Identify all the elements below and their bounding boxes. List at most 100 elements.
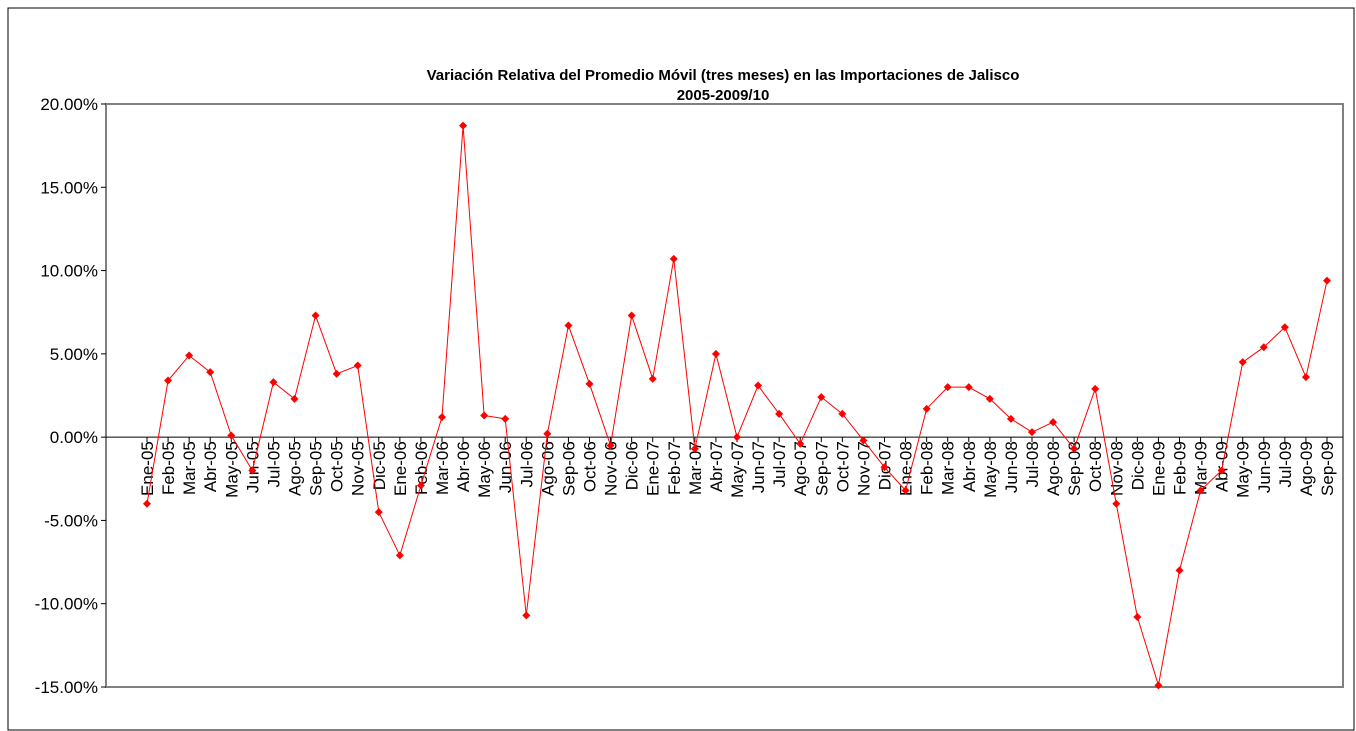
point-marker (985, 394, 994, 403)
x-tick-label: Feb-07 (665, 441, 684, 495)
point-marker (1028, 428, 1036, 437)
x-tick-label: Ago-07 (791, 441, 810, 496)
x-tick-label: Dic-05 (370, 441, 389, 490)
x-tick-label: May-08 (981, 441, 1000, 498)
x-tick-label: Jul-07 (770, 441, 789, 487)
x-tick-label: Nov-05 (349, 441, 368, 496)
x-tick-label: Sep-05 (307, 441, 326, 496)
point-marker (438, 413, 446, 422)
point-marker (353, 361, 362, 370)
point-marker (1323, 276, 1331, 285)
point-marker (416, 481, 425, 490)
x-tick-label: Feb-09 (1171, 441, 1190, 495)
x-tick-label: May-07 (728, 441, 747, 498)
point-marker (1154, 681, 1163, 690)
point-marker (1091, 384, 1100, 393)
x-tick-label: Ene-09 (1149, 441, 1168, 496)
point-marker (480, 411, 489, 420)
x-tick-label: Sep-09 (1318, 441, 1337, 496)
x-tick-label: Abr-08 (960, 441, 979, 492)
point-marker (627, 311, 636, 320)
x-tick-label: Mar-07 (686, 441, 705, 495)
x-tick-label: Oct-05 (328, 441, 347, 492)
point-marker (585, 379, 594, 388)
x-tick-label: Jun-08 (1002, 441, 1021, 493)
point-marker (374, 508, 383, 517)
x-tick-label: Feb-08 (918, 441, 937, 495)
point-marker (817, 393, 826, 402)
y-tick-label: 20.00% (40, 95, 98, 114)
point-marker (501, 414, 510, 423)
x-tick-label: Sep-07 (812, 441, 831, 496)
x-tick-label: Mar-05 (180, 441, 199, 495)
x-tick-label: Abr-07 (707, 441, 726, 492)
x-tick-label: Ene-05 (138, 441, 157, 496)
point-marker (1280, 323, 1289, 332)
point-marker (733, 433, 741, 442)
point-marker (395, 551, 404, 560)
x-tick-label: Jun-09 (1255, 441, 1274, 493)
point-marker (711, 349, 720, 358)
x-tick-label: Ago-09 (1297, 441, 1316, 496)
x-tick-label: Dic-08 (1128, 441, 1147, 490)
point-marker (164, 376, 173, 385)
x-tick-label: Abr-05 (201, 441, 220, 492)
point-marker (606, 441, 615, 450)
point-marker (1217, 466, 1226, 475)
point-marker (227, 431, 236, 440)
chart-subtitle: 2005-2009/10 (677, 87, 770, 104)
point-marker (206, 368, 215, 377)
chart-frame (7, 7, 1355, 731)
x-tick-label: Jun-06 (496, 441, 515, 493)
x-tick-label: Jul-05 (264, 441, 283, 487)
point-marker (1259, 343, 1268, 352)
point-marker (690, 444, 699, 453)
point-marker (648, 374, 657, 383)
x-tick-label: Feb-06 (412, 441, 431, 495)
x-tick-label: Dic-06 (623, 441, 642, 490)
y-tick-label: 0.00% (50, 428, 98, 447)
y-tick-label: 10.00% (40, 262, 98, 281)
point-marker (880, 463, 889, 472)
point-marker (1112, 499, 1121, 508)
y-tick-label: 15.00% (40, 178, 98, 197)
y-tick-label: -10.00% (35, 595, 98, 614)
point-marker (1133, 613, 1142, 622)
point-marker (1238, 358, 1247, 367)
point-marker (248, 466, 257, 475)
point-marker (543, 429, 552, 438)
x-tick-label: Jul-06 (517, 441, 536, 487)
x-tick-label: Jun-07 (749, 441, 768, 493)
x-tick-label: Oct-06 (581, 441, 600, 492)
x-tick-label: Ene-06 (391, 441, 410, 496)
point-marker (1049, 418, 1058, 427)
point-marker (1006, 414, 1015, 423)
point-marker (901, 486, 910, 495)
x-tick-label: Abr-06 (454, 441, 473, 492)
chart-title: Variación Relativa del Promedio Móvil (t… (427, 67, 1020, 84)
x-tick-label: Feb-05 (159, 441, 178, 495)
point-marker (185, 351, 194, 360)
x-tick-label: Mar-09 (1192, 441, 1211, 495)
point-marker (1175, 566, 1184, 575)
point-marker (522, 611, 531, 620)
point-marker (669, 254, 678, 263)
point-marker (754, 381, 763, 390)
x-tick-label: Oct-08 (1086, 441, 1105, 492)
point-marker (564, 321, 573, 330)
point-marker (1196, 486, 1205, 495)
point-marker (143, 499, 151, 508)
point-marker (943, 383, 952, 392)
x-tick-label: Nov-07 (854, 441, 873, 496)
x-tick-label: Ago-06 (538, 441, 557, 496)
point-marker (269, 378, 278, 387)
point-marker (922, 404, 931, 413)
x-tick-label: Oct-07 (833, 441, 852, 492)
x-tick-label: May-05 (222, 441, 241, 498)
point-marker (775, 409, 784, 418)
point-marker (332, 369, 341, 378)
point-marker (796, 439, 805, 448)
x-tick-label: Mar-06 (433, 441, 452, 495)
point-marker (859, 436, 868, 445)
